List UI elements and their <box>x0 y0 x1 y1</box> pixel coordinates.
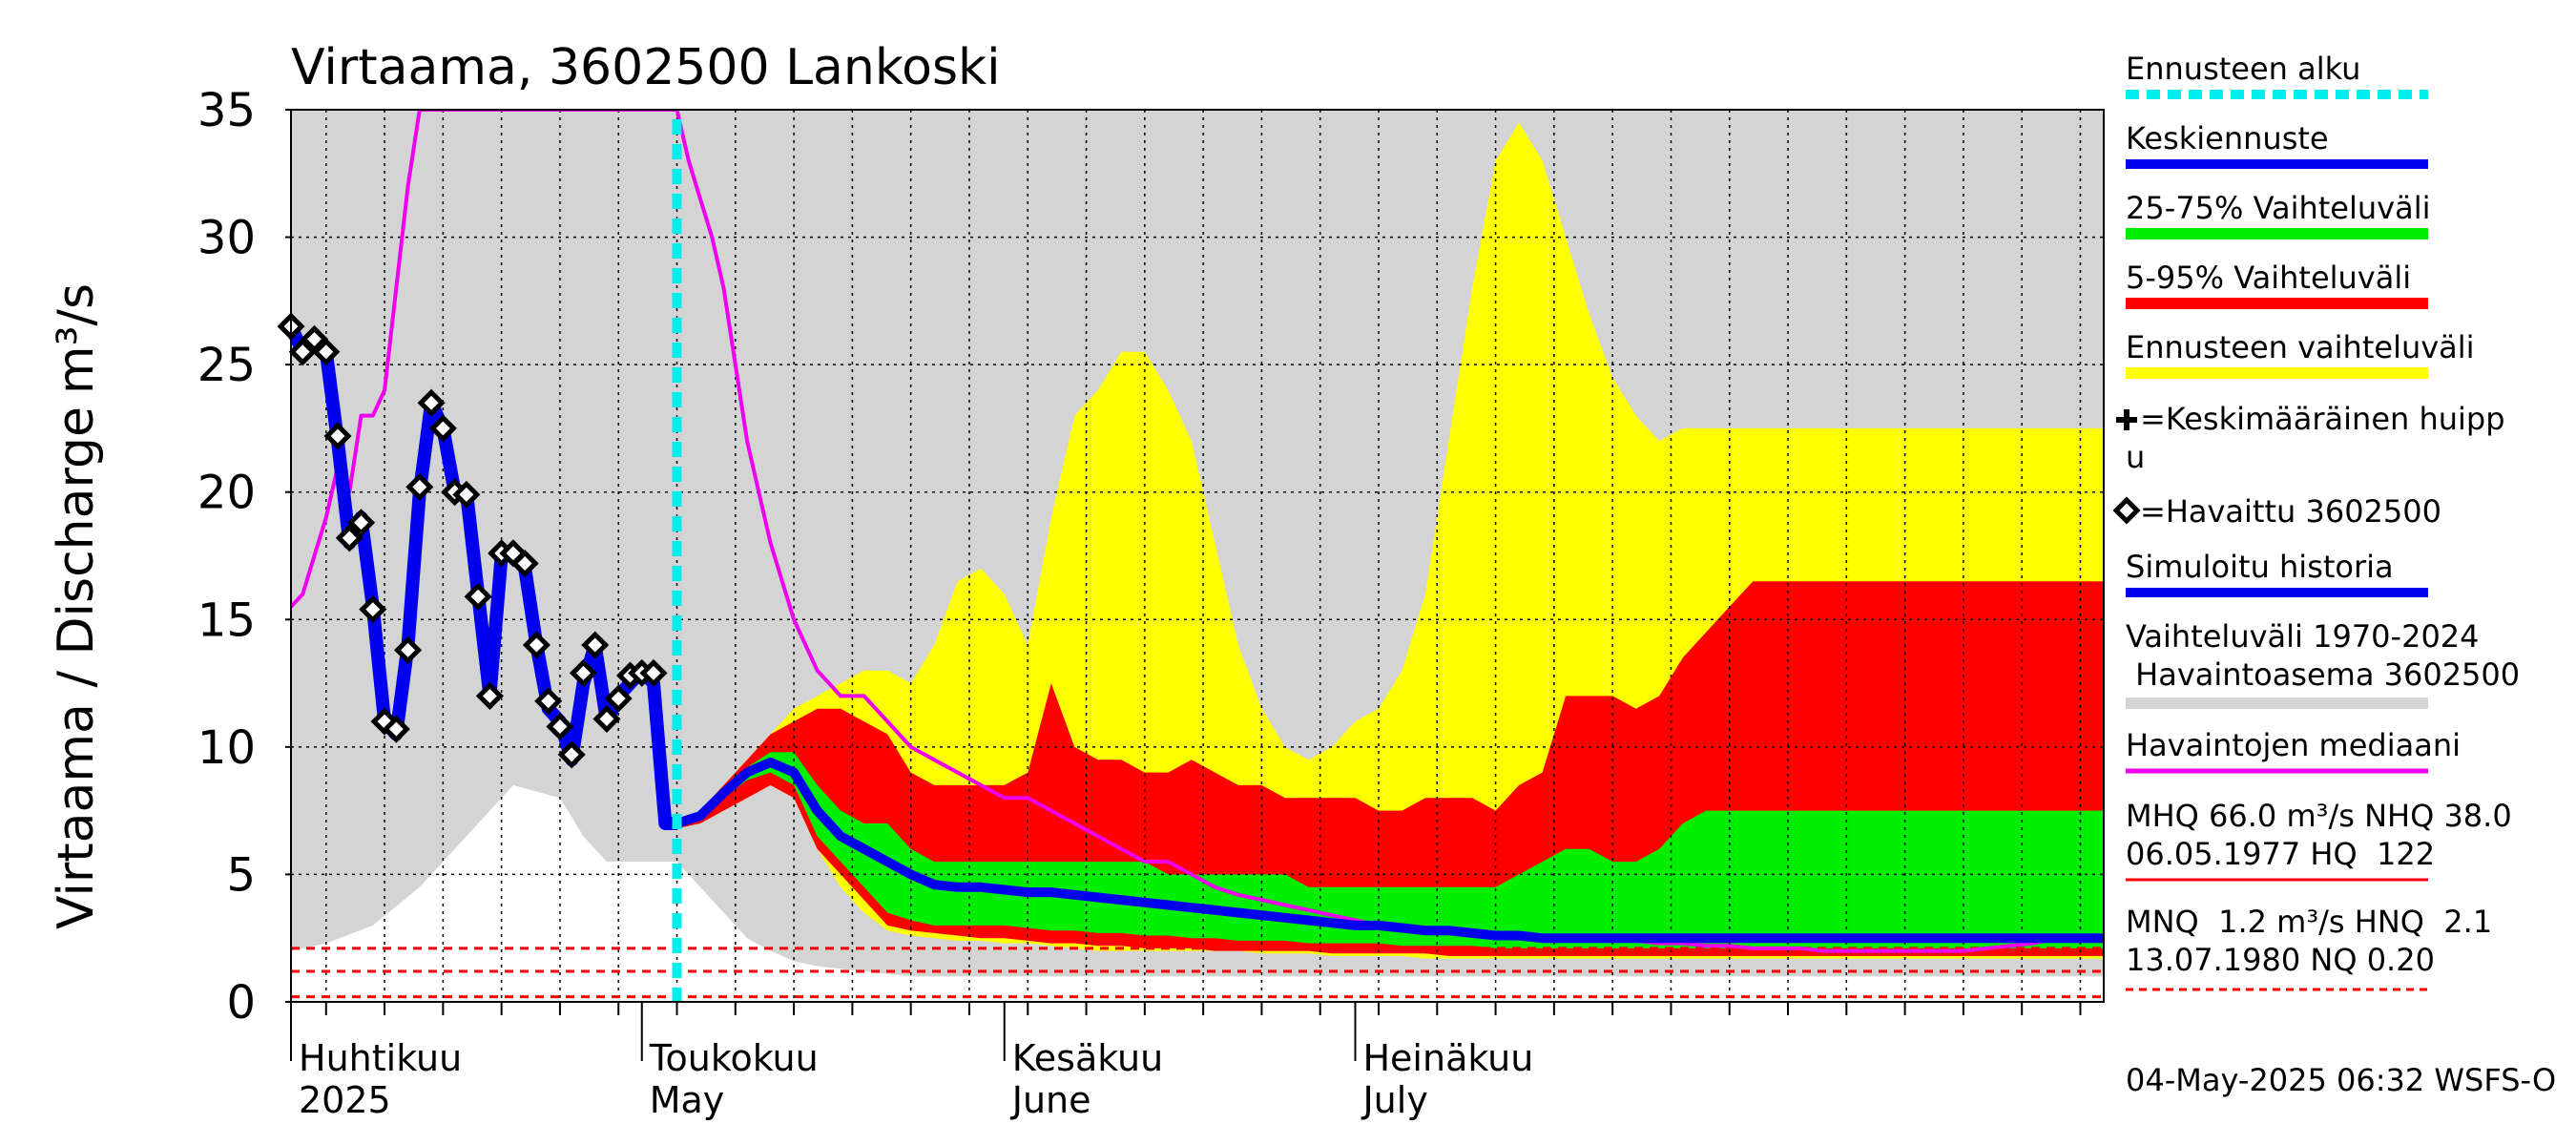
chart-grid <box>291 109 2104 1003</box>
y-axis-ticks: 0 5 10 15 20 25 30 35 <box>197 84 291 1030</box>
legend-median-label: Havaintojen mediaani <box>2126 727 2461 763</box>
observed-point <box>382 715 410 743</box>
x-month-label-sub: July <box>1361 1079 1427 1121</box>
legend-stats-low-line2: 13.07.1980 NQ 0.20 <box>2126 942 2435 978</box>
observed-diamond-icon <box>2112 496 2141 525</box>
legend-simulated-label: Simuloitu historia <box>2126 549 2394 585</box>
legend-mean-peak-label: =Keskimääräinen huipp <box>2140 401 2505 437</box>
legend-forecast-range-label: Ennusteen vaihteluväli <box>2126 329 2475 365</box>
x-month-label-sub: 2025 <box>299 1079 391 1121</box>
legend: Ennusteen alku Keskiennuste 25-75% Vaiht… <box>2112 51 2520 991</box>
y-tick-label: 15 <box>197 593 256 647</box>
mean-peak-plus-icon <box>2116 409 2137 430</box>
y-tick-label: 5 <box>226 848 256 902</box>
observed-point <box>394 635 423 664</box>
legend-stats-high-line1: MHQ 66.0 m³/s NHQ 38.0 <box>2126 798 2512 834</box>
observed-point <box>569 658 597 687</box>
legend-5-95-label: 5-95% Vaihteluväli <box>2126 260 2411 296</box>
observed-point <box>452 480 481 509</box>
observed-point <box>475 681 504 710</box>
observed-point <box>335 524 364 552</box>
y-tick-label: 25 <box>197 339 256 392</box>
y-axis-unit: m³/s <box>48 283 105 394</box>
observed-point <box>405 472 434 501</box>
y-axis-label: Virtaama / Discharge <box>48 406 105 929</box>
x-month-label: Toukokuu <box>649 1037 819 1079</box>
observed-point <box>604 684 633 713</box>
chart-areas <box>291 110 2104 977</box>
chart-lines <box>277 110 2104 1002</box>
x-month-label: Kesäkuu <box>1012 1037 1164 1079</box>
observed-point <box>300 324 329 353</box>
observed-point <box>323 422 352 450</box>
y-tick-label: 10 <box>197 721 256 775</box>
y-tick-label: 30 <box>197 212 256 265</box>
observed-point <box>639 658 668 687</box>
y-tick-label: 20 <box>197 467 256 520</box>
observed-point <box>359 595 387 624</box>
observed-point <box>522 631 551 659</box>
observed-point <box>370 707 399 736</box>
footer-timestamp: 04-May-2025 06:32 WSFS-O <box>2126 1062 2556 1098</box>
y-tick-label: 0 <box>226 976 256 1030</box>
chart-title: Virtaama, 3602500 Lankoski <box>291 39 1001 96</box>
observed-point <box>312 338 341 366</box>
median-observed-line <box>291 110 2104 953</box>
range-25-75-band <box>676 752 2104 948</box>
legend-observed-label: =Havaittu 3602500 <box>2140 493 2441 530</box>
legend-history-label: Vaihteluväli 1970-2024 <box>2126 618 2480 655</box>
observed-point <box>592 704 621 734</box>
legend-stats-low-line1: MNQ 1.2 m³/s HNQ 2.1 <box>2126 904 2492 940</box>
observed-point <box>417 388 446 417</box>
x-month-label: Huhtikuu <box>299 1037 462 1079</box>
legend-mean-peak-label-cont: u <box>2126 439 2145 475</box>
observed-point <box>534 687 563 716</box>
observed-point <box>428 414 457 443</box>
legend-history-label-cont: Havaintoasema 3602500 <box>2126 656 2520 693</box>
legend-25-75-label: 25-75% Vaihteluväli <box>2126 190 2430 226</box>
x-month-label-sub: May <box>650 1079 725 1121</box>
observed-point <box>557 740 586 769</box>
observed-point <box>347 509 376 537</box>
y-tick-label: 35 <box>197 84 256 137</box>
observed-point <box>581 631 610 659</box>
mean-forecast-line <box>675 757 2104 944</box>
observed-point <box>464 582 492 611</box>
x-month-label: Heinäkuu <box>1362 1037 1533 1079</box>
observed-point <box>288 338 317 366</box>
x-month-label-sub: June <box>1010 1079 1091 1121</box>
plot-frame <box>290 109 2105 1003</box>
legend-forecast-start-label: Ennusteen alku <box>2126 51 2360 87</box>
legend-mean-forecast-label: Keskiennuste <box>2126 120 2329 156</box>
observed-point <box>510 549 539 578</box>
legend-stats-high-line2: 06.05.1977 HQ 122 <box>2126 836 2435 872</box>
observed-point <box>546 712 574 741</box>
